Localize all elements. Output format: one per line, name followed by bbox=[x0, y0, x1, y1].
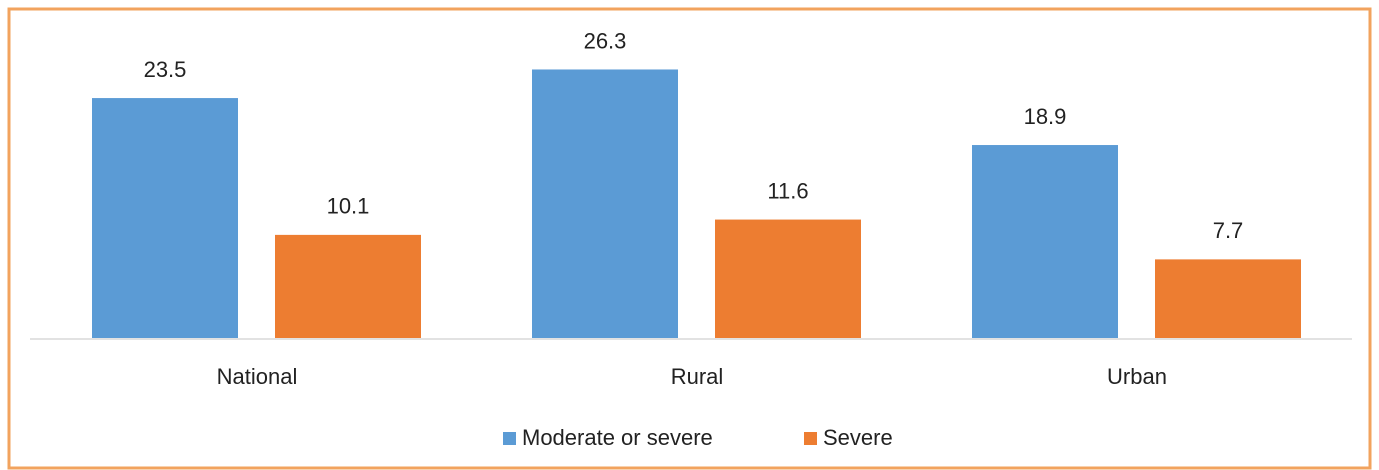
legend-swatch bbox=[804, 432, 817, 445]
x-tick-label: National bbox=[217, 364, 298, 389]
x-tick-label: Urban bbox=[1107, 364, 1167, 389]
x-tick-label: Rural bbox=[671, 364, 724, 389]
bar bbox=[92, 98, 238, 338]
bar bbox=[715, 219, 861, 338]
bar bbox=[532, 69, 678, 339]
legend-label: Severe bbox=[823, 425, 893, 450]
bar bbox=[972, 145, 1118, 338]
legend-label: Moderate or severe bbox=[522, 425, 713, 450]
data-label: 26.3 bbox=[584, 28, 627, 53]
data-label: 23.5 bbox=[144, 57, 187, 82]
bar bbox=[1155, 259, 1301, 338]
bar bbox=[275, 234, 421, 338]
data-label: 18.9 bbox=[1024, 104, 1067, 129]
data-label: 11.6 bbox=[767, 178, 808, 203]
data-label: 10.1 bbox=[327, 194, 370, 219]
legend-swatch bbox=[503, 432, 516, 445]
data-label: 7.7 bbox=[1213, 218, 1244, 243]
